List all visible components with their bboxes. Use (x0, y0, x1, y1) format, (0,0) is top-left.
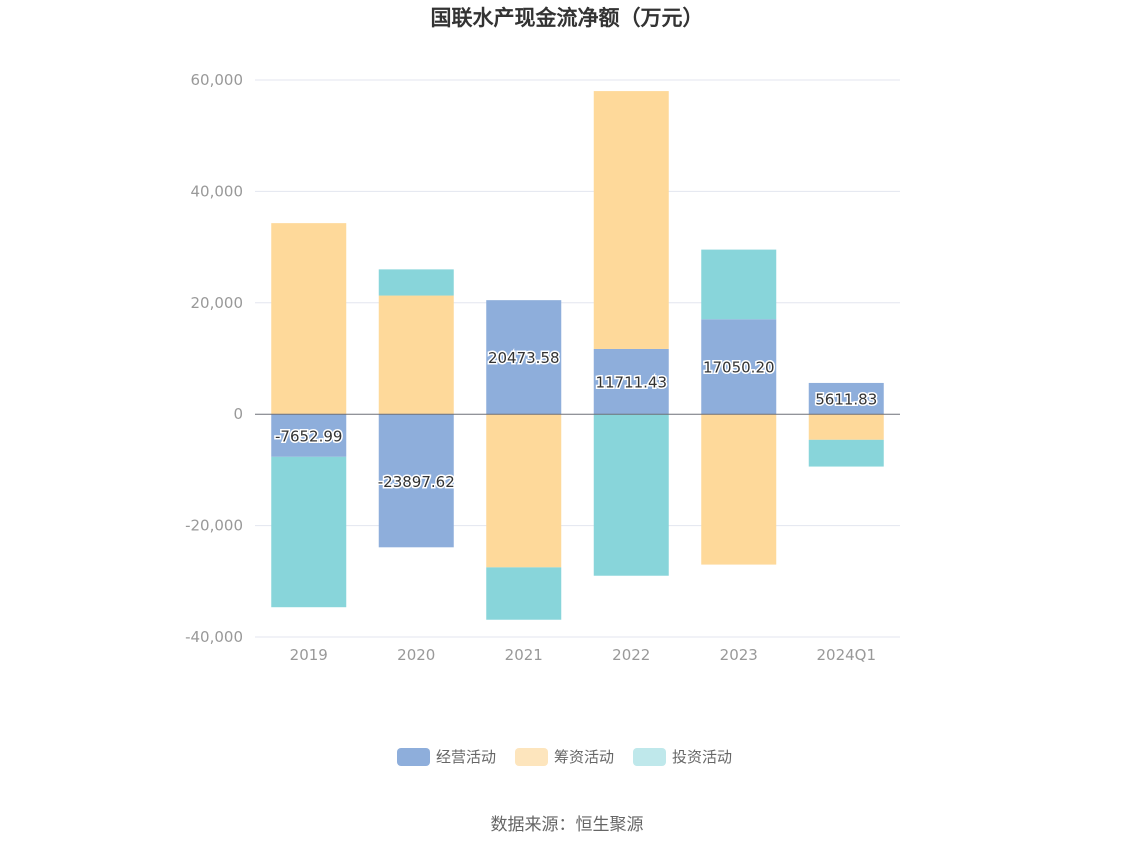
x-tick-label: 2022 (612, 646, 650, 664)
source-note: 数据来源：恒生聚源 (491, 815, 644, 835)
data-labels: -7652.99 -23897.62 20473.58 11711.43 17050.2… (274, 348, 879, 493)
legend-item-经营活动[interactable]: 经营活动 (397, 748, 496, 766)
x-tick-label: 2021 (505, 646, 543, 664)
x-tick-label: 2019 (290, 646, 328, 664)
y-tick-label: 20,000 (191, 294, 244, 312)
bar-投资活动-2019 (271, 456, 347, 608)
bar-投资活动-2021 (486, 567, 562, 620)
y-tick-label: 0 (233, 405, 243, 423)
bar-筹资活动-2019 (271, 223, 347, 415)
bar-投资活动-2024Q1 (808, 439, 884, 467)
bar-经营活动-2019 (271, 414, 347, 457)
legend-label: 经营活动 (436, 748, 496, 766)
data-label: 17050.20 (703, 359, 775, 377)
bar-筹资活动-2024Q1 (808, 414, 884, 440)
x-tick-label: 2020 (397, 646, 435, 664)
legend-label: 投资活动 (672, 748, 732, 766)
y-tick-label: 40,000 (191, 182, 244, 200)
chart-title: 国联水产现金流净额（万元） (431, 6, 704, 30)
y-tick-label: 60,000 (191, 71, 244, 89)
data-label: 11711.43 (595, 374, 667, 392)
legend-swatch (397, 748, 430, 766)
data-label: 20473.58 (488, 349, 560, 367)
legend-swatch (633, 748, 666, 766)
legend-swatch (515, 748, 548, 766)
bar-经营活动-2022 (593, 348, 669, 415)
bar-经营活动-2023 (701, 319, 777, 415)
legend-item-筹资活动[interactable]: 筹资活动 (515, 748, 614, 766)
legend[interactable]: 经营活动 筹资活动 投资活动 (397, 748, 732, 766)
data-label: -23897.62 (378, 473, 455, 491)
data-label: -7652.99 (275, 428, 342, 446)
legend-label: 筹资活动 (554, 748, 614, 766)
bar-投资活动-2020 (378, 269, 454, 296)
legend-item-投资活动[interactable]: 投资活动 (633, 748, 732, 766)
grid-lines (255, 79, 900, 638)
bar-经营活动-2021 (486, 300, 562, 415)
bar-投资活动-2022 (593, 414, 669, 576)
bar-筹资活动-2022 (593, 91, 669, 349)
bar-投资活动-2023 (701, 249, 777, 320)
x-tick-label: 2024Q1 (816, 646, 876, 664)
y-tick-label: -40,000 (185, 628, 243, 646)
bar-经营活动-2020 (378, 414, 454, 548)
bar-筹资活动-2023 (701, 414, 777, 565)
bars (271, 91, 884, 620)
x-tick-label: 2023 (720, 646, 758, 664)
bar-筹资活动-2021 (486, 414, 562, 568)
y-tick-label: -20,000 (185, 517, 243, 535)
bar-经营活动-2024Q1 (808, 382, 884, 415)
bar-筹资活动-2020 (378, 295, 454, 415)
data-label: 5611.83 (815, 391, 877, 409)
axes: 60,000 40,000 20,000 0 -20,000 -40,000 2019 202… (185, 71, 900, 664)
